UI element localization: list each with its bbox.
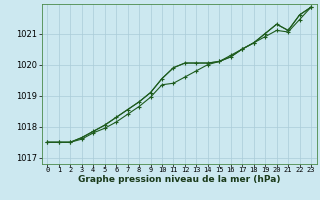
X-axis label: Graphe pression niveau de la mer (hPa): Graphe pression niveau de la mer (hPa) [78, 175, 280, 184]
